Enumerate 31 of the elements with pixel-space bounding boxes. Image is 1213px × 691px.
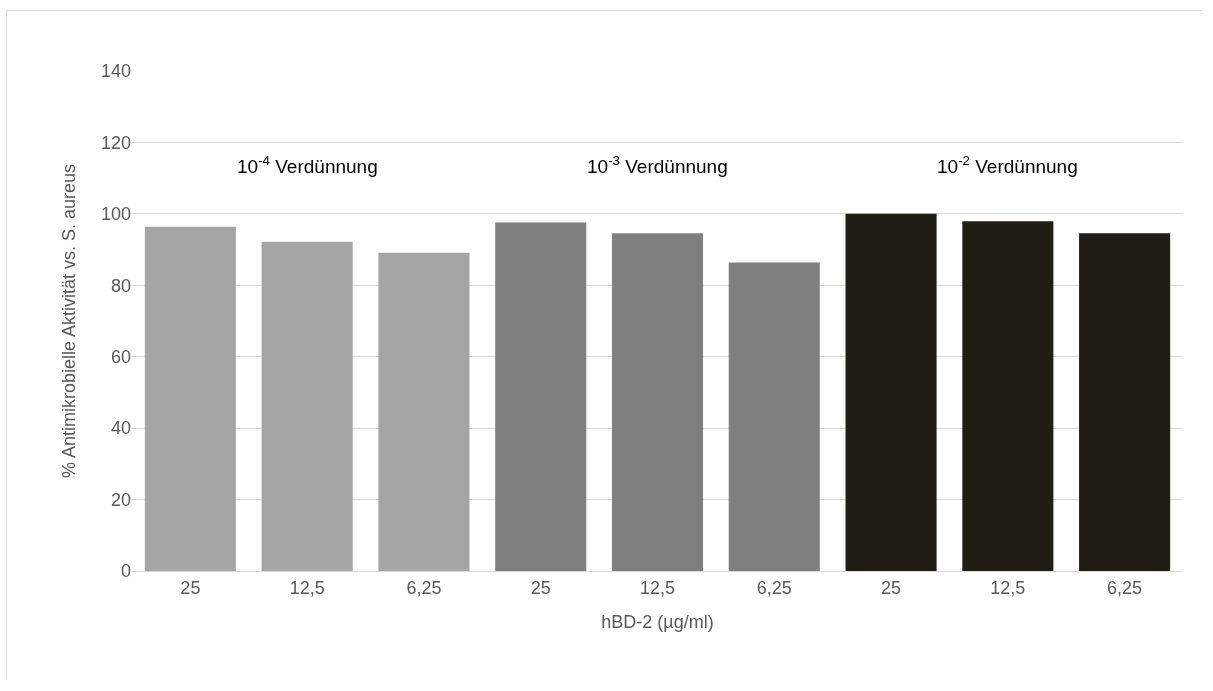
y-tick-label: 80 bbox=[110, 275, 131, 296]
bar bbox=[845, 213, 937, 571]
y-tick-label: 0 bbox=[120, 561, 131, 582]
x-tick-label: 12,5 bbox=[639, 577, 676, 598]
annotation: 10$^{-4}$ Verdünnung bbox=[237, 153, 378, 177]
x-tick-label: 6,25 bbox=[756, 577, 792, 598]
y-tick-label: 120 bbox=[100, 132, 131, 153]
bar bbox=[495, 222, 587, 571]
bar bbox=[261, 241, 353, 571]
x-tick-label: 25 bbox=[881, 577, 902, 598]
bar bbox=[378, 252, 470, 571]
bar bbox=[1079, 233, 1171, 571]
x-tick-label: 12,5 bbox=[289, 577, 325, 598]
x-tick-label: 6,25 bbox=[1107, 577, 1143, 598]
annotation: 10$^{-3}$ Verdünnung bbox=[587, 153, 728, 177]
x-tick-label: 6,25 bbox=[406, 577, 442, 598]
x-tick-label: 25 bbox=[180, 577, 201, 598]
y-tick-label: 20 bbox=[110, 489, 131, 510]
bar bbox=[962, 221, 1054, 571]
annotation: 10$^{-2}$ Verdünnung bbox=[937, 153, 1078, 177]
y-axis-title: % Antimikrobielle Aktivität vs. S. aureus bbox=[59, 163, 80, 479]
x-tick-label: 25 bbox=[530, 577, 551, 598]
x-axis-title: hBD-2 (µg/ml) bbox=[601, 611, 714, 632]
x-tick-label: 12,5 bbox=[990, 577, 1026, 598]
y-tick-label: 60 bbox=[110, 347, 131, 368]
bar bbox=[611, 233, 704, 571]
y-tick-label: 100 bbox=[100, 204, 131, 225]
y-tick-label: 140 bbox=[100, 61, 131, 82]
y-tick-label: 40 bbox=[110, 418, 131, 439]
bar bbox=[144, 226, 236, 571]
bar bbox=[728, 262, 820, 571]
